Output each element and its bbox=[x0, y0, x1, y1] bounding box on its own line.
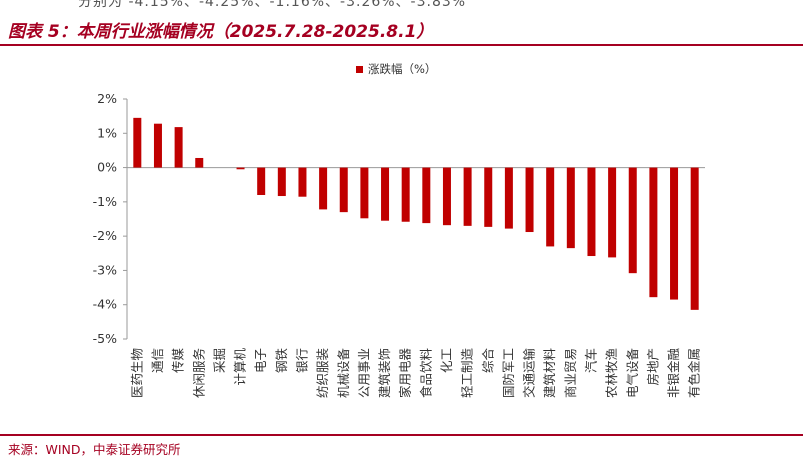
bar bbox=[174, 127, 183, 168]
bar bbox=[401, 167, 410, 222]
bar bbox=[463, 167, 472, 226]
bar bbox=[670, 167, 679, 300]
bar bbox=[298, 167, 307, 197]
bar bbox=[690, 167, 699, 310]
bar bbox=[566, 167, 575, 249]
category-label: 汽车 bbox=[583, 348, 598, 373]
category-label: 轻工制造 bbox=[460, 348, 475, 399]
bar bbox=[649, 167, 658, 298]
y-tick-label: -2% bbox=[93, 228, 117, 243]
category-label: 传媒 bbox=[171, 348, 186, 374]
category-label: 农林牧渔 bbox=[604, 348, 619, 398]
bar bbox=[422, 167, 431, 224]
bar bbox=[546, 167, 555, 247]
category-label: 建筑材料 bbox=[542, 348, 557, 399]
category-label: 采掘 bbox=[212, 348, 227, 373]
bar bbox=[504, 167, 513, 229]
legend-swatch bbox=[356, 66, 363, 73]
bar bbox=[319, 167, 328, 210]
category-label: 建筑装饰 bbox=[377, 348, 392, 398]
category-label: 家用电器 bbox=[398, 348, 413, 399]
bar bbox=[587, 167, 596, 257]
bar bbox=[608, 167, 617, 258]
bar bbox=[277, 167, 286, 197]
category-label: 银行 bbox=[294, 348, 309, 373]
category-label: 机械设备 bbox=[336, 348, 351, 399]
bar bbox=[153, 123, 162, 168]
y-tick-label: 0% bbox=[97, 160, 117, 175]
source-divider bbox=[0, 434, 803, 436]
category-label: 房地产 bbox=[645, 348, 660, 386]
category-label: 国防军工 bbox=[501, 348, 516, 398]
y-tick-label: 2% bbox=[97, 91, 117, 106]
title-divider bbox=[0, 44, 803, 46]
bar bbox=[525, 167, 534, 233]
category-label: 非银金融 bbox=[666, 348, 681, 399]
category-label: 公用事业 bbox=[356, 348, 371, 398]
y-tick-label: 1% bbox=[97, 125, 117, 140]
bar bbox=[442, 167, 451, 226]
legend-label: 涨跌幅（%） bbox=[368, 62, 436, 76]
bar bbox=[257, 167, 266, 195]
category-label: 休闲服务 bbox=[191, 348, 206, 398]
y-tick-label: -4% bbox=[93, 297, 117, 312]
category-label: 医药生物 bbox=[129, 348, 144, 398]
y-tick-label: -1% bbox=[93, 194, 117, 209]
bar bbox=[360, 167, 369, 219]
bar bbox=[484, 167, 493, 227]
cut-off-top-text: 分别为 -4.15%、-4.25%、-1.16%、-3.26%、-3.83% bbox=[78, 0, 467, 10]
category-label: 钢铁 bbox=[274, 348, 289, 374]
bar-chart: 涨跌幅（%） 2% 1% 0% -1% -2% -3% -4% -5% 医药生物 通信 传媒 休闲服务采… bbox=[93, 62, 705, 399]
category-label: 综合 bbox=[480, 348, 495, 374]
category-label: 电子 bbox=[253, 348, 268, 373]
bar bbox=[133, 117, 142, 168]
category-label: 电气设备 bbox=[625, 348, 640, 399]
category-label: 有色金属 bbox=[687, 348, 702, 398]
bar bbox=[195, 157, 204, 168]
y-tick-label: -5% bbox=[93, 331, 117, 346]
figure-title: 图表 5：本周行业涨幅情况（2025.7.28-2025.8.1） bbox=[8, 22, 434, 42]
category-label: 化工 bbox=[439, 348, 454, 373]
source-note: 来源：WIND，中泰证券研究所 bbox=[8, 442, 181, 457]
y-tick-label: -3% bbox=[93, 262, 117, 277]
category-label: 计算机 bbox=[233, 348, 248, 386]
category-label: 交通运输 bbox=[522, 348, 537, 399]
category-label: 食品饮料 bbox=[418, 348, 433, 399]
bar bbox=[628, 167, 637, 274]
bar bbox=[236, 167, 245, 170]
category-label: 通信 bbox=[150, 348, 165, 373]
category-label: 纺织服装 bbox=[315, 348, 330, 398]
bar bbox=[381, 167, 390, 221]
category-label: 商业贸易 bbox=[563, 348, 578, 398]
bar bbox=[339, 167, 348, 213]
